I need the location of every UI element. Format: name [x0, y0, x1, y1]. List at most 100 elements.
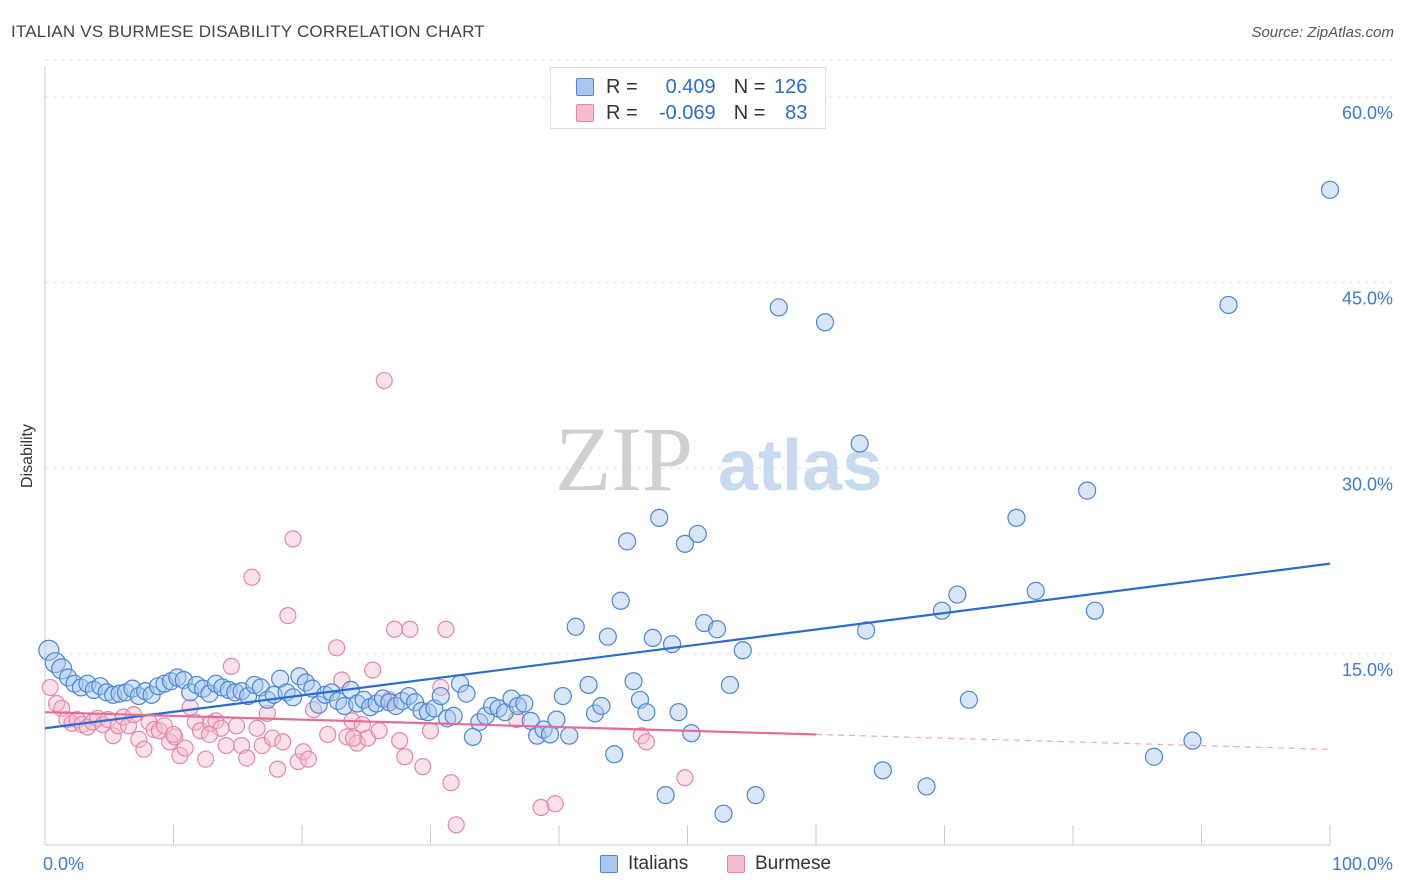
italians-swatch: [600, 855, 618, 873]
burmese-swatch: [727, 855, 745, 873]
italians-point: [669, 703, 688, 722]
italians-point: [650, 508, 669, 527]
italians-point: [560, 726, 579, 745]
legend-r-value: 0.409: [665, 75, 716, 98]
burmese-point: [333, 671, 351, 689]
watermark-atlas: atlas: [718, 426, 882, 506]
legend-row-burmese: R = -0.069 N = 83: [576, 101, 807, 125]
y-tick-label: 30.0%: [1342, 474, 1393, 494]
burmese-point: [135, 740, 153, 758]
italians-point: [38, 639, 60, 661]
bottom-legend-label: Italians: [628, 853, 689, 874]
burmese-point: [637, 733, 655, 751]
italians-point: [1219, 295, 1238, 315]
burmese-point: [197, 750, 215, 768]
burmese-point: [319, 725, 337, 744]
legend-n-value: 126: [774, 75, 808, 98]
burmese-point: [222, 657, 240, 675]
burmese-point: [447, 816, 465, 834]
burmese-point: [217, 736, 235, 755]
tick-labels: 15.0% 30.0% 45.0% 60.0% 0.0% 100.0%: [43, 103, 1393, 874]
burmese-swatch: [576, 104, 594, 122]
italians-point: [959, 690, 979, 709]
legend-r-label: R =: [606, 101, 638, 124]
italians-point: [605, 745, 624, 764]
italians-point: [769, 298, 788, 317]
burmese-point: [274, 733, 292, 751]
italians-point: [873, 761, 892, 780]
burmese-point: [344, 729, 362, 747]
italians-point: [611, 591, 630, 610]
italians-point: [1026, 581, 1045, 600]
watermark: ZIP atlas: [555, 408, 882, 510]
italians-trend-line: [44, 562, 1331, 730]
italians-point: [714, 804, 733, 823]
italians-point: [746, 786, 765, 805]
italians-series: [38, 180, 1340, 823]
italians-point: [733, 641, 752, 660]
italians-point: [948, 585, 967, 604]
burmese-point: [414, 758, 432, 776]
italians-point: [515, 694, 534, 713]
italians-point: [457, 684, 476, 703]
burmese-point: [391, 732, 409, 750]
stats-legend: R = 0.409 N = 126 R = -0.069 N = 83: [550, 67, 826, 129]
italians-point: [1320, 180, 1340, 199]
burmese-trend-extension: [815, 733, 1331, 750]
italians-point: [682, 724, 701, 743]
burmese-point: [238, 749, 256, 767]
burmese-point: [370, 722, 388, 740]
chart-title: ITALIAN VS BURMESE DISABILITY CORRELATIO…: [11, 22, 485, 41]
x-tick-label: 100.0%: [1332, 854, 1393, 874]
italians-point: [656, 786, 675, 805]
axes: [44, 66, 1331, 846]
italians-point: [707, 620, 727, 639]
grid-lines: [45, 59, 1392, 655]
burmese-point: [200, 725, 219, 744]
burmese-point: [279, 607, 297, 625]
burmese-point: [243, 568, 261, 586]
burmese-point: [299, 750, 318, 768]
burmese-point: [401, 620, 419, 638]
italians-point: [1085, 601, 1104, 620]
chart-source: Source: ZipAtlas.com: [1251, 24, 1394, 41]
burmese-trend-line: [44, 711, 817, 736]
italians-point: [585, 704, 605, 723]
italians-point: [51, 658, 73, 680]
burmese-point: [385, 620, 404, 638]
italians-point: [618, 532, 637, 551]
italians-point: [688, 524, 707, 544]
italians-point: [566, 617, 585, 636]
burmese-point: [164, 725, 183, 744]
legend-n-value: 83: [785, 101, 808, 124]
italians-point: [44, 652, 66, 674]
italians-swatch: [576, 78, 594, 96]
burmese-point: [176, 739, 194, 757]
burmese-point: [104, 727, 122, 745]
burmese-point: [155, 717, 174, 735]
bottom-legend-burmese: Burmese: [727, 852, 831, 876]
burmese-point: [227, 717, 246, 735]
legend-r-value: -0.069: [658, 101, 716, 124]
legend-n-label: N =: [733, 101, 766, 124]
italians-point: [637, 703, 656, 722]
watermark-zip: ZIP: [555, 408, 693, 510]
italians-point: [624, 672, 643, 691]
italians-point: [579, 675, 598, 695]
y-tick-label: 15.0%: [1342, 660, 1393, 680]
bottom-legend-italians: Italians: [600, 852, 688, 876]
italians-point: [1183, 731, 1202, 750]
bottom-legend-label: Burmese: [755, 853, 832, 874]
burmese-point: [375, 371, 393, 390]
legend-n-label: N =: [733, 75, 766, 98]
y-axis-label: Disability: [19, 423, 36, 489]
burmese-point: [130, 730, 148, 749]
italians-point: [1144, 747, 1164, 766]
x-tick-label: 0.0%: [43, 854, 84, 874]
italians-point: [1078, 481, 1097, 500]
burmese-point: [289, 753, 307, 771]
italians-point: [1007, 508, 1026, 527]
italians-point: [598, 627, 617, 646]
italians-point: [309, 695, 328, 714]
